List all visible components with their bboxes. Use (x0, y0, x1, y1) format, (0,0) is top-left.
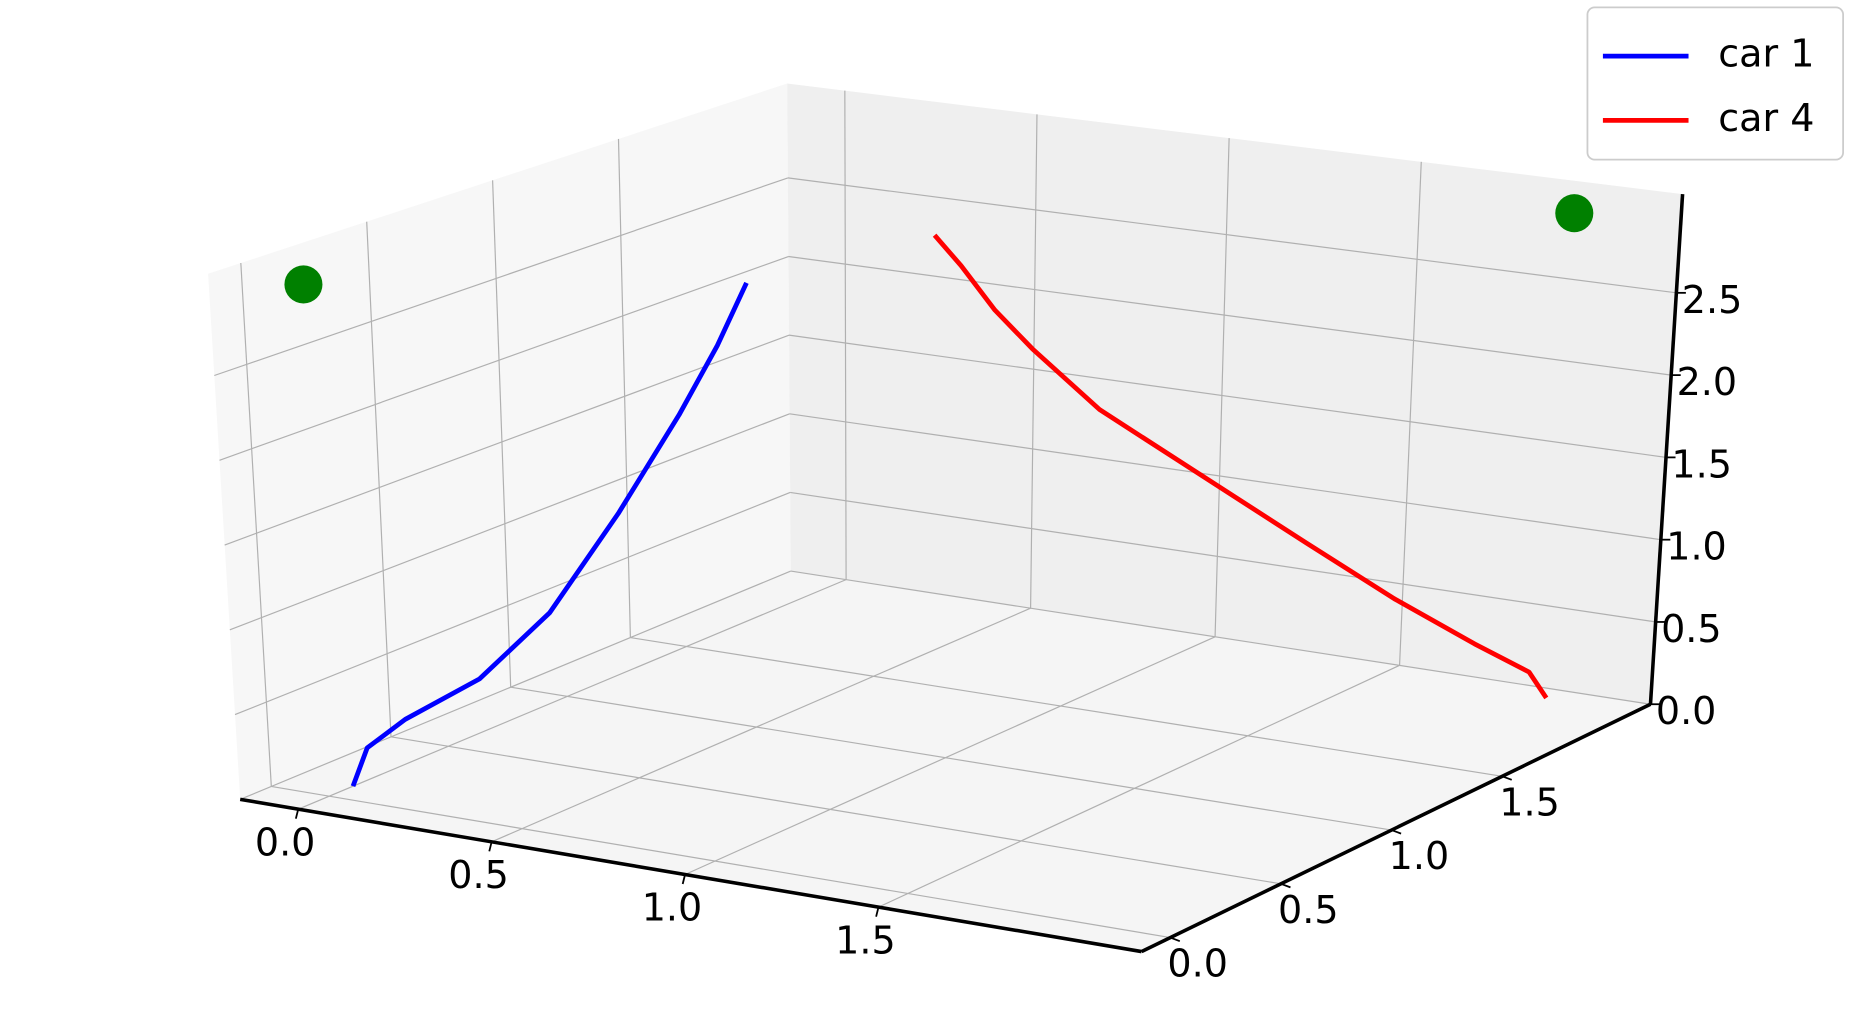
grid-line (684, 636, 1216, 876)
grid-line (229, 413, 790, 631)
grid-line (390, 736, 1282, 885)
legend: car 1 car 4 (1586, 6, 1845, 161)
grid-line (844, 90, 847, 580)
grid-line (491, 607, 1031, 843)
grid-line (366, 221, 392, 737)
y-tick-label: 0.5 (1278, 888, 1339, 932)
grid-line (1214, 138, 1230, 637)
grid-line (214, 177, 789, 377)
z-tick-label: 0.0 (1656, 689, 1717, 733)
z-tick-label: 2.5 (1682, 278, 1743, 322)
y-tick-label: 1.0 (1389, 834, 1450, 878)
grid-line (239, 570, 791, 800)
grid-line (240, 262, 272, 787)
x-tick-label: 1.5 (835, 918, 896, 962)
grid-line (271, 785, 1171, 939)
floor-pane (240, 571, 1651, 952)
grid (214, 90, 1677, 939)
x-tick-label: 0.0 (255, 820, 316, 864)
grid-line (219, 255, 789, 461)
panes (208, 83, 1683, 952)
y-tick-label: 0.0 (1167, 942, 1228, 986)
line (350, 281, 749, 788)
left-pane (208, 83, 791, 800)
y-tick-label: 1.5 (1499, 780, 1560, 824)
grid-line (1029, 114, 1038, 609)
z-tick-label: 1.5 (1671, 442, 1732, 486)
grid-line (787, 177, 1677, 294)
grid-line (224, 334, 790, 546)
x-tick-label: 1.0 (642, 886, 703, 930)
grid-line (789, 413, 1661, 541)
grid-line (790, 570, 1651, 705)
point (1555, 194, 1594, 233)
grid-line (297, 579, 847, 810)
grid-line (510, 686, 1392, 831)
grid-line (788, 255, 1672, 376)
grid-line (492, 180, 512, 688)
y-axis (1140, 702, 1652, 954)
grid-line (878, 664, 1400, 908)
legend-label: car 4 (1718, 96, 1814, 140)
marks (284, 194, 1594, 788)
z-axis (1648, 193, 1685, 705)
grid-line (617, 138, 631, 638)
grid-line (234, 491, 791, 716)
z-tick-label: 0.5 (1661, 607, 1722, 651)
back-pane (787, 83, 1683, 705)
grid-line (788, 334, 1667, 458)
x-axis (239, 797, 1142, 954)
legend-label: car 1 (1718, 32, 1814, 76)
x-tick-label: 0.5 (448, 853, 509, 897)
grid-line (1398, 161, 1422, 666)
axes: 0.0 0.5 1.0 1.5 0.0 0.5 1.0 1.5 0.0 0.5 1.0 1.5 2.0 2… (239, 193, 1743, 986)
grid-line (630, 636, 1503, 777)
point (284, 265, 323, 304)
line (932, 233, 1549, 700)
z-tick-label: 2.0 (1677, 360, 1738, 404)
grid-line (790, 491, 1656, 623)
z-tick-label: 1.0 (1666, 525, 1727, 569)
